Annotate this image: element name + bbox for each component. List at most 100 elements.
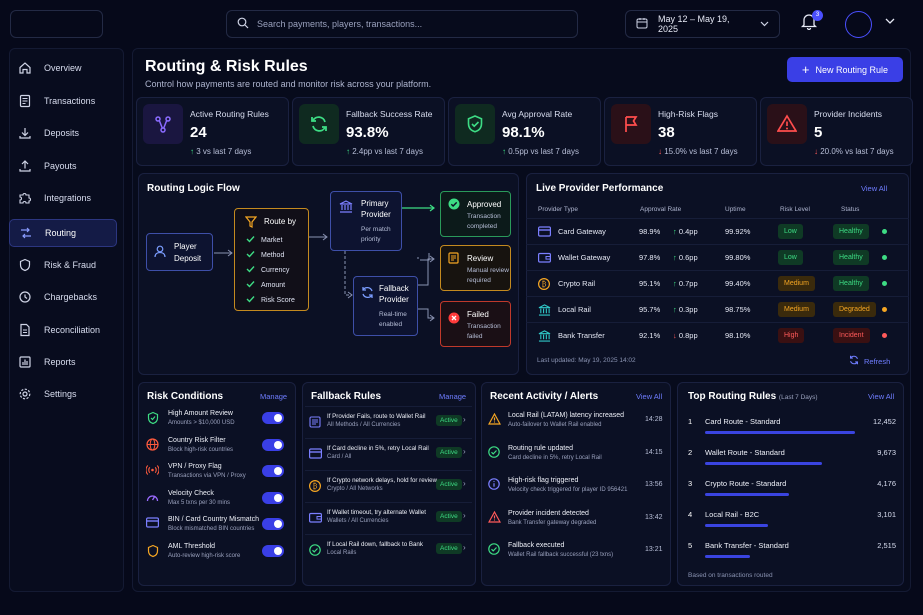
- risk-condition-toggle[interactable]: [262, 491, 284, 504]
- page-subtitle: Control how payments are routed and moni…: [145, 79, 432, 89]
- activity-item[interactable]: Local Rail (LATAM) latency increased Aut…: [487, 410, 667, 440]
- providers-view-all-link[interactable]: View All: [861, 184, 888, 193]
- fallback-rule-item[interactable]: If Provider Fails, route to Wallet Rail …: [305, 406, 472, 436]
- chevron-right-icon[interactable]: ›: [463, 479, 466, 488]
- provider-name: Wallet Gateway: [558, 253, 611, 262]
- provider-approval-delta: ↓ 0.8pp: [673, 331, 698, 340]
- provider-approval: 95.7%: [639, 305, 661, 314]
- top-rule-item[interactable]: 5 Bank Transfer - Standard 2,515: [686, 539, 896, 569]
- date-range-picker[interactable]: May 12 – May 19, 2025: [625, 10, 780, 38]
- kpi-card[interactable]: Fallback Success Rate 93.8% ↑ 2.4pp vs l…: [292, 97, 445, 166]
- top-rule-item[interactable]: 1 Card Route - Standard 12,452: [686, 415, 896, 445]
- activity-item[interactable]: High-risk flag triggered Velocity check …: [487, 475, 667, 505]
- top-rule-item[interactable]: 4 Local Rail - B2C 3,101: [686, 508, 896, 538]
- risk-condition-toggle[interactable]: [262, 518, 284, 530]
- warning-icon: [487, 412, 502, 427]
- provider-name: Local Rail: [558, 305, 591, 314]
- chevron-down-icon[interactable]: [885, 18, 895, 27]
- risk-condition-sub: Amounts > $10,000 USD: [168, 420, 235, 426]
- fallback-rule-item[interactable]: ₿ If Crypto network delays, hold for rev…: [305, 470, 472, 500]
- route-by-node[interactable]: Route by Market Method Currency Amount R…: [234, 208, 309, 311]
- new-routing-rule-button[interactable]: + New Routing Rule: [787, 57, 903, 82]
- chevron-right-icon[interactable]: ›: [463, 447, 466, 456]
- approved-sub: Transaction: [467, 213, 501, 220]
- route-by-criterion-label: Amount: [261, 281, 286, 289]
- activity-item[interactable]: Provider incident detected Bank Transfer…: [487, 508, 667, 538]
- provider-row[interactable]: Wallet Gateway 97.8% ↑ 0.6pp 99.80% Low …: [526, 244, 909, 270]
- sidebar-item-deposits[interactable]: Deposits: [9, 119, 117, 147]
- notifications-button[interactable]: 3: [800, 10, 823, 34]
- sidebar-item-reconciliation[interactable]: Reconciliation: [9, 316, 117, 344]
- review-node[interactable]: Review Manual review required: [440, 245, 511, 291]
- player-deposit-node[interactable]: Player Deposit: [146, 233, 213, 271]
- kpi-card[interactable]: Avg Approval Rate 98.1% ↑ 0.5pp vs last …: [448, 97, 601, 166]
- active-badge: Active: [436, 511, 462, 522]
- sidebar-item-routing[interactable]: Routing: [9, 219, 117, 247]
- fallback-rule-item[interactable]: If Local Rail down, fallback to Bank Loc…: [305, 534, 472, 564]
- sidebar-item-payouts[interactable]: Payouts: [9, 152, 117, 180]
- provider-delta-text: 0.7pp: [678, 279, 698, 288]
- sidebar-item-transactions[interactable]: Transactions: [9, 87, 117, 115]
- failed-node[interactable]: Failed Transaction failed: [440, 301, 511, 347]
- fallback-provider-sub-2: enabled: [379, 321, 403, 328]
- sidebar-item-chargebacks[interactable]: Chargebacks: [9, 283, 117, 311]
- user-icon: [154, 245, 166, 260]
- risk-condition-toggle[interactable]: [262, 438, 284, 451]
- activity-time: 13:42: [645, 513, 663, 521]
- primary-provider-node[interactable]: Primary Provider Per match priority: [330, 191, 402, 251]
- chevron-right-icon[interactable]: ›: [463, 415, 466, 424]
- route-by-criterion-label: Method: [261, 251, 285, 259]
- risk-condition-sub: Transactions via VPN / Proxy: [168, 473, 246, 479]
- approved-node[interactable]: Approved Transaction completed: [440, 191, 511, 237]
- provider-row[interactable]: Bank Transfer 92.1% ↓ 0.8pp 98.10% High …: [526, 322, 909, 348]
- plus-icon: +: [801, 61, 810, 77]
- risk-condition-toggle[interactable]: [262, 465, 284, 477]
- active-badge: Active: [436, 543, 462, 554]
- fallback-rule-item[interactable]: If Card decline in 5%, retry Local Rail …: [305, 438, 472, 468]
- status-badge: Healthy: [833, 250, 869, 265]
- sidebar-item-integrations[interactable]: Integrations: [9, 184, 117, 212]
- sidebar-item-overview[interactable]: Overview: [9, 54, 117, 82]
- top-rule-item[interactable]: 2 Wallet Route - Standard 9,673: [686, 446, 896, 476]
- fallback-provider-node[interactable]: Fallback Provider Real-time enabled: [353, 276, 418, 336]
- provider-row[interactable]: Card Gateway 98.9% ↑ 0.4pp 99.92% Low He…: [526, 218, 909, 244]
- chevron-right-icon[interactable]: ›: [463, 511, 466, 520]
- approved-sub-2: completed: [467, 223, 497, 230]
- routing-icon: [19, 226, 33, 240]
- svg-text:₿: ₿: [542, 281, 547, 289]
- kpi-card[interactable]: High-Risk Flags 38 ↓ 15.0% vs last 7 day…: [604, 97, 757, 166]
- chevron-right-icon[interactable]: ›: [463, 543, 466, 552]
- kpi-card[interactable]: Active Routing Rules 24 ↑ 3 vs last 7 da…: [136, 97, 289, 166]
- player-node-title: Player: [174, 242, 197, 251]
- logo-placeholder[interactable]: [10, 10, 103, 38]
- route-by-criterion-label: Market: [261, 236, 283, 244]
- kpi-card[interactable]: Provider Incidents 5 ↓ 20.0% vs last 7 d…: [760, 97, 913, 166]
- risk-manage-link[interactable]: Manage: [260, 392, 288, 401]
- fallback-rule-sub: Crypto / All Networks: [327, 486, 383, 492]
- provider-uptime: 99.40%: [725, 279, 751, 288]
- sidebar-item-settings[interactable]: Settings: [9, 380, 117, 408]
- sidebar-item-risk-fraud[interactable]: Risk & Fraud: [9, 251, 117, 279]
- avatar[interactable]: [845, 11, 872, 38]
- activity-item[interactable]: Routing rule updated Card decline in 5%,…: [487, 443, 667, 473]
- risk-condition-toggle[interactable]: [262, 412, 284, 424]
- provider-row[interactable]: ₿ Crypto Rail 95.1% ↑ 0.7pp 99.40% Mediu…: [526, 270, 909, 296]
- activity-view-all-link[interactable]: View All: [636, 392, 663, 401]
- activity-item[interactable]: Fallback executed Wallet Rail fallback s…: [487, 540, 667, 570]
- top-rules-view-all-link[interactable]: View All: [868, 392, 895, 401]
- fallback-manage-link[interactable]: Manage: [439, 392, 467, 401]
- sidebar-item-reports[interactable]: Reports: [9, 348, 117, 376]
- kpi-delta: ↓ 15.0% vs last 7 days: [658, 147, 738, 156]
- refresh-button[interactable]: Refresh: [849, 355, 890, 367]
- kpi-delta-text: 2.4pp vs last 7 days: [352, 147, 423, 156]
- signal-icon: [145, 464, 160, 478]
- provider-row[interactable]: Local Rail 95.7% ↑ 0.3pp 98.75% Medium D…: [526, 296, 909, 322]
- search-bar[interactable]: [226, 10, 578, 38]
- risk-condition-toggle[interactable]: [262, 544, 284, 557]
- activity-title: Provider incident detected: [508, 509, 589, 517]
- arrow-up-icon: ↑: [673, 305, 677, 314]
- search-input[interactable]: [257, 19, 557, 29]
- top-rule-item[interactable]: 3 Crypto Route - Standard 4,176: [686, 477, 896, 507]
- active-badge: Active: [436, 415, 462, 426]
- fallback-rule-item[interactable]: If Wallet timeout, try alternate Wallet …: [305, 502, 472, 532]
